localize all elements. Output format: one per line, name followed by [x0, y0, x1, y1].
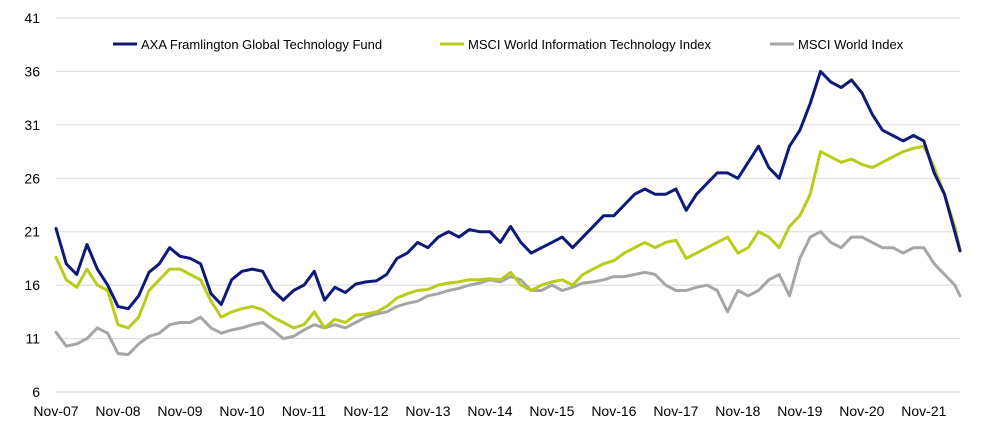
- x-tick-label: Nov-19: [777, 403, 822, 419]
- horizontal-gridlines: [56, 17, 960, 340]
- y-axis-tick-labels: 6 11 16 21 26 31 36 41: [24, 10, 40, 400]
- series-lines: [54, 69, 962, 357]
- y-tick-label: 26: [24, 170, 40, 186]
- x-tick-label: Nov-12: [343, 403, 388, 419]
- x-tick-label: Nov-07: [33, 403, 78, 419]
- x-tick-label: Nov-20: [839, 403, 884, 419]
- y-tick-label: 41: [24, 10, 40, 26]
- x-tick-label: Nov-18: [715, 403, 760, 419]
- y-tick-label: 6: [32, 384, 40, 400]
- x-axis-tick-labels: Nov-07 Nov-08 Nov-09 Nov-10 Nov-11 Nov-12 Nov-…: [33, 403, 946, 419]
- legend-label: AXA Framlington Global Technology Fund: [141, 37, 382, 52]
- x-tick-label: Nov-09: [157, 403, 202, 419]
- x-tick-label: Nov-08: [95, 403, 140, 419]
- legend: AXA Framlington Global Technology Fund MS…: [113, 37, 904, 52]
- legend-label: MSCI World Index: [798, 37, 904, 52]
- x-tick-label: Nov-13: [405, 403, 450, 419]
- x-tick-label: Nov-17: [653, 403, 698, 419]
- y-tick-label: 11: [25, 331, 40, 347]
- x-tick-label: Nov-11: [282, 403, 326, 419]
- x-tick-label: Nov-16: [591, 403, 636, 419]
- y-tick-label: 21: [24, 224, 40, 240]
- y-tick-label: 36: [24, 63, 40, 79]
- series-line-2: [54, 144, 962, 330]
- x-tick-label: Nov-15: [529, 403, 574, 419]
- x-tick-label: Nov-10: [219, 403, 264, 419]
- y-tick-label: 31: [24, 117, 40, 133]
- x-tick-label: Nov-14: [467, 403, 512, 419]
- legend-label: MSCI World Information Technology Index: [468, 37, 712, 52]
- x-tick-label: Nov-21: [901, 403, 946, 419]
- series-line-3: [54, 230, 962, 357]
- series-line-1: [54, 69, 962, 311]
- y-tick-label: 16: [24, 277, 40, 293]
